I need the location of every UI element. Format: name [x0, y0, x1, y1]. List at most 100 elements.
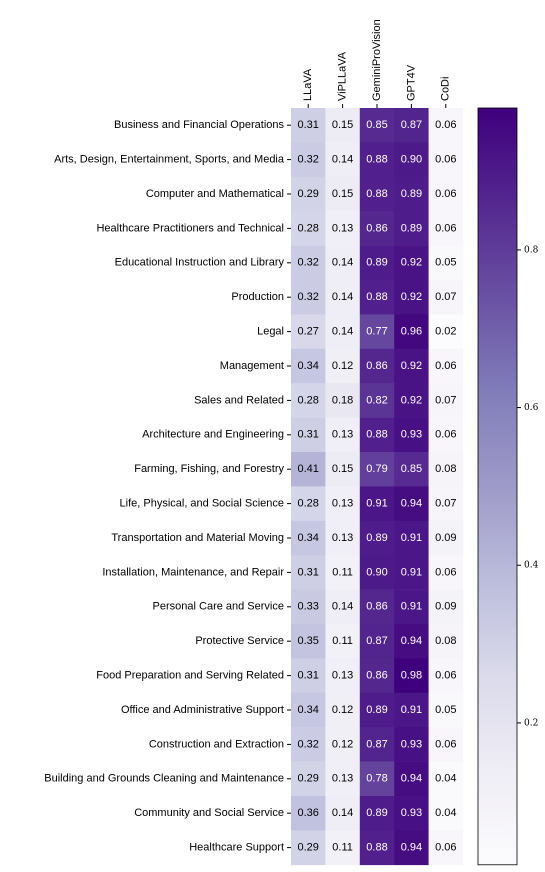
cell — [325, 658, 361, 694]
cell-label: 0.29 — [297, 842, 318, 854]
cell — [359, 761, 395, 797]
cell-label: 0.88 — [366, 842, 387, 854]
colorbar-tick-label: 0.8 — [524, 245, 539, 255]
cell — [325, 624, 361, 659]
cell — [359, 452, 395, 487]
cell-label: 0.79 — [366, 463, 387, 475]
cell — [428, 589, 464, 625]
cell-label: 0.29 — [297, 773, 318, 785]
cell — [291, 314, 326, 350]
cell — [394, 520, 429, 556]
cell — [291, 348, 326, 384]
cell — [291, 383, 326, 418]
cell — [394, 452, 429, 487]
cell — [325, 796, 361, 831]
cell-label: 0.05 — [435, 704, 456, 716]
cell-label: 0.94 — [401, 842, 422, 854]
row-label: Transportation and Material Moving — [111, 532, 284, 544]
colorbar-fill — [477, 107, 518, 866]
cell — [428, 142, 464, 178]
cell-label: 0.28 — [297, 498, 318, 510]
cell-label: 0.89 — [401, 188, 422, 200]
cell — [394, 142, 429, 178]
cell-label: 0.31 — [297, 429, 318, 441]
row-label: Management — [220, 360, 284, 372]
cell-label: 0.87 — [366, 738, 387, 750]
cell — [428, 176, 464, 212]
cell-label: 0.88 — [366, 154, 387, 166]
cell — [428, 245, 464, 281]
cell — [428, 692, 464, 728]
cell-label: 0.12 — [332, 738, 353, 750]
cell — [291, 280, 326, 315]
cell-label: 0.86 — [366, 360, 387, 372]
cell-label: 0.07 — [435, 394, 456, 406]
cell-label: 0.11 — [332, 842, 353, 854]
cell-label: 0.89 — [401, 222, 422, 234]
cell — [291, 830, 326, 866]
cell-label: 0.33 — [297, 601, 318, 613]
cell-label: 0.90 — [366, 566, 387, 578]
cell-label: 0.14 — [332, 291, 353, 303]
cell-label: 0.92 — [401, 291, 422, 303]
cell-label: 0.13 — [332, 498, 353, 510]
row-label: Construction and Extraction — [149, 738, 284, 750]
cell-label: 0.32 — [297, 257, 318, 269]
cell — [359, 727, 395, 762]
cell — [428, 520, 464, 556]
cell-label: 0.09 — [435, 532, 456, 544]
cell-label: 0.06 — [435, 429, 456, 441]
colorbar-tick-label: 0.4 — [524, 561, 539, 571]
cell-label: 0.11 — [332, 566, 353, 578]
cell — [359, 692, 395, 728]
cell — [428, 761, 464, 797]
cell — [291, 692, 326, 728]
cell-label: 0.06 — [435, 842, 456, 854]
cell — [428, 314, 464, 350]
cell-label: 0.85 — [401, 463, 422, 475]
cell — [359, 108, 395, 143]
cell — [428, 796, 464, 831]
cell-label: 0.89 — [366, 532, 387, 544]
row-label: Building and Grounds Cleaning and Mainte… — [44, 773, 284, 785]
cell-label: 0.93 — [401, 738, 422, 750]
cell-label: 0.13 — [332, 532, 353, 544]
cell-label: 0.14 — [332, 326, 353, 338]
cell — [325, 348, 361, 384]
row-label: Sales and Related — [194, 394, 284, 406]
cell-label: 0.14 — [332, 154, 353, 166]
cell-label: 0.12 — [332, 360, 353, 372]
cell — [325, 555, 361, 590]
cell-label: 0.28 — [297, 222, 318, 234]
cell — [291, 142, 326, 178]
cell — [291, 520, 326, 556]
cell — [394, 727, 429, 762]
cell — [394, 761, 429, 797]
cell — [359, 520, 395, 556]
cell-label: 0.34 — [297, 704, 318, 716]
cell — [325, 383, 361, 418]
cell — [359, 796, 395, 831]
cell-label: 0.86 — [366, 601, 387, 613]
cell — [359, 589, 395, 625]
cell — [394, 486, 429, 522]
cell-label: 0.91 — [401, 566, 422, 578]
cell-label: 0.82 — [366, 394, 387, 406]
cell — [325, 176, 361, 212]
cell — [359, 658, 395, 694]
cell-label: 0.06 — [435, 566, 456, 578]
cell-label: 0.14 — [332, 257, 353, 269]
cell-label: 0.04 — [435, 773, 456, 785]
cell-label: 0.06 — [435, 670, 456, 682]
cell — [359, 486, 395, 522]
cell-label: 0.14 — [332, 807, 353, 819]
cell — [359, 280, 395, 315]
cell — [428, 624, 464, 659]
cell-label: 0.31 — [297, 566, 318, 578]
cell-label: 0.34 — [297, 360, 318, 372]
cell — [325, 211, 361, 246]
cell — [325, 727, 361, 762]
cell — [325, 486, 361, 522]
row-label: Educational Instruction and Library — [115, 257, 285, 269]
